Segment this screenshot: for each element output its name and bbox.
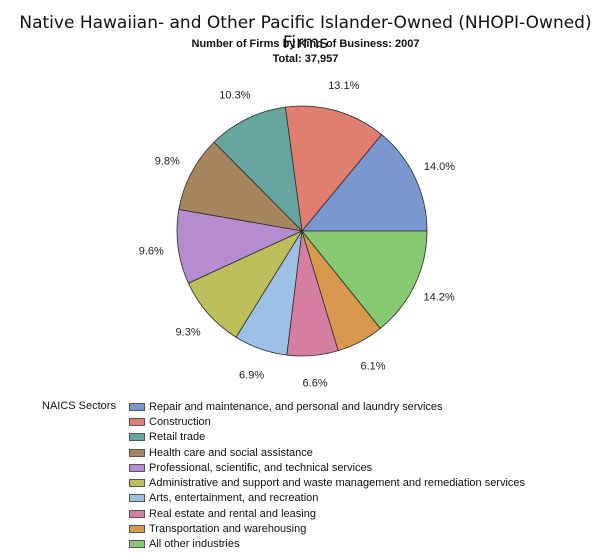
pie-slice-1 — [301, 134, 428, 232]
legend-swatch — [129, 509, 145, 518]
legend-swatch — [129, 448, 145, 457]
legend-item: Repair and maintenance, and personal and… — [129, 399, 525, 414]
legend: Repair and maintenance, and personal and… — [129, 399, 525, 552]
pie-chart: 14.0% 13.1% 10.3% 9.8% 9.6% 9.3% 6.9% 6.6% 6.1% 1… — [139, 80, 456, 390]
pie-slice-4 — [178, 141, 304, 232]
chart-title: Native Hawaiian- and Other Pacific Islan… — [19, 13, 592, 53]
legend-label: Construction — [149, 415, 211, 428]
legend-label: Health care and social assistance — [149, 446, 313, 459]
legend-swatch — [129, 402, 145, 411]
slice-label-7: 6.9% — [239, 369, 264, 381]
pie-slice-5 — [176, 209, 304, 284]
legend-swatch — [129, 417, 145, 426]
legend-item: Construction — [129, 414, 525, 429]
legend-swatch — [129, 463, 145, 472]
legend-swatch — [129, 494, 145, 503]
legend-item: Professional, scientific, and technical … — [129, 460, 525, 475]
legend-item: Administrative and support and waste man… — [129, 475, 525, 490]
legend-label: Transportation and warehousing — [149, 523, 307, 536]
legend-title: NAICS Sectors — [42, 400, 116, 412]
legend-item: Real estate and rental and leasing — [129, 506, 525, 521]
slice-label-8: 6.6% — [303, 377, 328, 389]
slice-label-4: 9.8% — [155, 156, 180, 168]
legend-item: Health care and social assistance — [129, 445, 525, 460]
legend-label: Arts, entertainment, and recreation — [149, 492, 319, 505]
legend-swatch — [129, 479, 145, 488]
slice-label-6: 9.3% — [176, 327, 201, 339]
legend-label: Professional, scientific, and technical … — [149, 461, 373, 474]
slice-label-2: 13.1% — [328, 80, 359, 92]
legend-swatch — [129, 540, 145, 549]
slice-label-10: 14.2% — [423, 292, 454, 304]
legend-label: Repair and maintenance, and personal and… — [149, 400, 443, 413]
slice-label-5: 9.6% — [139, 246, 164, 258]
legend-label: Administrative and support and waste man… — [149, 477, 526, 490]
pie-slice-3 — [213, 106, 303, 233]
legend-label: All other industries — [149, 538, 240, 551]
legend-swatch — [129, 433, 145, 442]
legend-label: Real estate and rental and leasing — [149, 507, 316, 520]
chart-total: Total: 37,957 — [272, 53, 339, 65]
legend-swatch — [129, 525, 145, 534]
chart-subtitle: Number of Firms by Kind of Business: 200… — [191, 38, 420, 50]
legend-item: Transportation and warehousing — [129, 521, 525, 536]
slice-label-1: 14.0% — [424, 161, 455, 173]
slice-label-9: 6.1% — [360, 360, 385, 372]
legend-label: Retail trade — [149, 431, 206, 444]
legend-item: Retail trade — [129, 430, 525, 445]
slice-label-3: 10.3% — [219, 90, 250, 102]
pie-slice-2 — [284, 105, 383, 232]
legend-item: All other industries — [129, 537, 525, 552]
legend-item: Arts, entertainment, and recreation — [129, 491, 525, 506]
pie-slice-10 — [301, 230, 428, 329]
